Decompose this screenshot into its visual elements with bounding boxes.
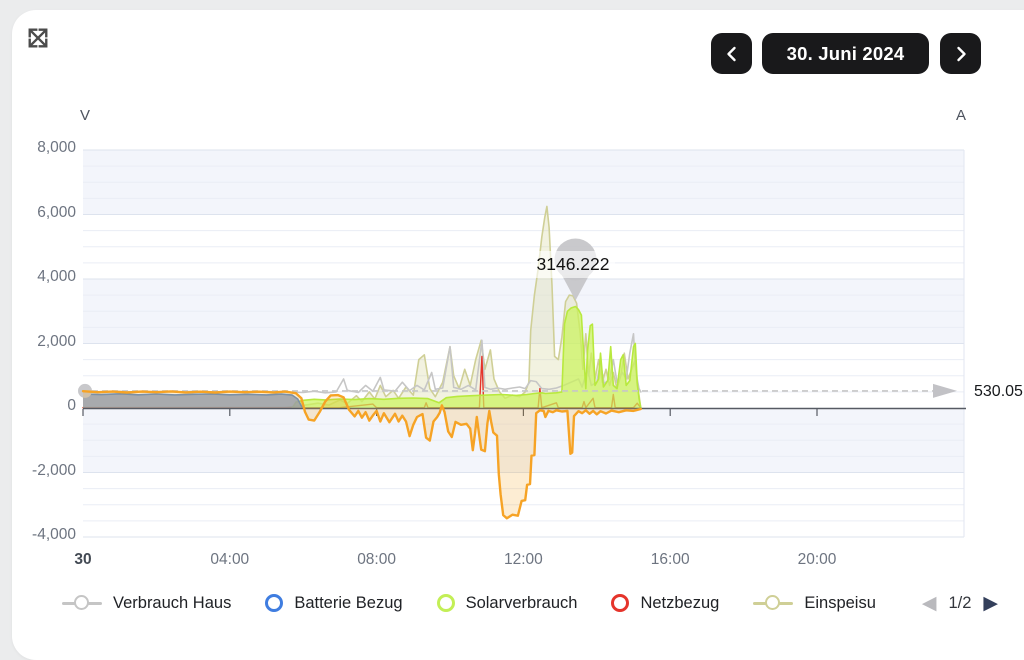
legend-marker-verbrauch-haus-icon <box>62 595 102 611</box>
legend-item-verbrauch-haus[interactable]: Verbrauch Haus <box>62 594 231 613</box>
legend-item-label: Verbrauch Haus <box>113 593 232 612</box>
legend-item-netzbezug[interactable]: Netzbezug <box>611 594 719 613</box>
chevron-left-icon <box>726 46 736 61</box>
chart-plot-area[interactable] <box>0 0 1024 630</box>
series-area-batterie-bezug <box>83 393 304 408</box>
reference-arrow-icon <box>933 383 957 398</box>
legend-item-einspeisung[interactable]: Einspeisu <box>753 594 876 613</box>
legend-pagination: ◀ 1/2 ▶ <box>922 594 1012 613</box>
legend-marker-batterie-bezug-icon <box>265 594 284 612</box>
right-axis-unit: A <box>956 107 967 124</box>
legend-marker-netzbezug-icon <box>611 594 630 612</box>
series-line-solarverbrauch <box>291 305 642 409</box>
y-axis-label: -2,000 <box>32 461 76 479</box>
tooltip-balloon-tail <box>561 274 590 301</box>
date-label: 30. Juni 2024 <box>786 42 905 64</box>
y-axis-label: 2,000 <box>37 332 76 350</box>
legend-page-indicator: 1/2 <box>948 593 972 612</box>
series-area-solarverbrauch <box>292 306 641 408</box>
series-line-batterie-bezug <box>82 393 304 409</box>
x-axis-label: 16:00 <box>650 551 690 568</box>
x-axis-label: 08:00 <box>357 551 396 568</box>
expand-button[interactable] <box>25 25 51 51</box>
legend-item-label: Netzbezug <box>640 593 720 612</box>
legend-marker-einspeisung-icon <box>753 595 794 611</box>
legend: Verbrauch Haus Batterie Bezug Solarverbrau… <box>62 585 1012 621</box>
y-axis-label: 6,000 <box>37 203 76 221</box>
series-area-orange <box>83 391 641 519</box>
x-axis-label: 20:00 <box>797 551 837 568</box>
reference-line-value: 530.05 <box>974 383 1023 400</box>
left-axis-unit: V <box>80 107 91 124</box>
legend-item-label: Batterie Bezug <box>294 593 403 612</box>
legend-marker-solarverbrauch-icon <box>436 594 455 612</box>
legend-item-label: Einspeisu <box>804 593 876 612</box>
legend-item-solarverbrauch[interactable]: Solarverbrauch <box>436 593 578 613</box>
y-axis-label: -4,000 <box>32 526 76 543</box>
y-axis-label: 8,000 <box>37 139 76 156</box>
chevron-right-icon <box>956 46 966 61</box>
tooltip-value: 3146.222 <box>531 251 615 278</box>
x-axis-label: 12:00 <box>503 551 543 568</box>
y-axis-label: 0 <box>67 397 76 414</box>
legend-item-batterie-bezug[interactable]: Batterie Bezug <box>265 593 403 613</box>
y-axis-label: 4,000 <box>37 268 76 285</box>
legend-item-label: Solarverbrauch <box>465 593 578 612</box>
legend-prev-page-icon[interactable]: ◀ <box>921 592 937 614</box>
series-line-orange <box>81 390 642 520</box>
date-label-button[interactable]: 30. Juni 2024 <box>762 33 929 74</box>
legend-next-page-icon[interactable]: ▶ <box>983 592 998 614</box>
date-prev-button[interactable] <box>711 33 752 74</box>
x-axis-label: 04:00 <box>210 551 250 568</box>
expand-arrows-icon <box>28 28 48 48</box>
date-next-button[interactable] <box>940 33 981 74</box>
x-axis-label: 30 <box>74 551 92 568</box>
